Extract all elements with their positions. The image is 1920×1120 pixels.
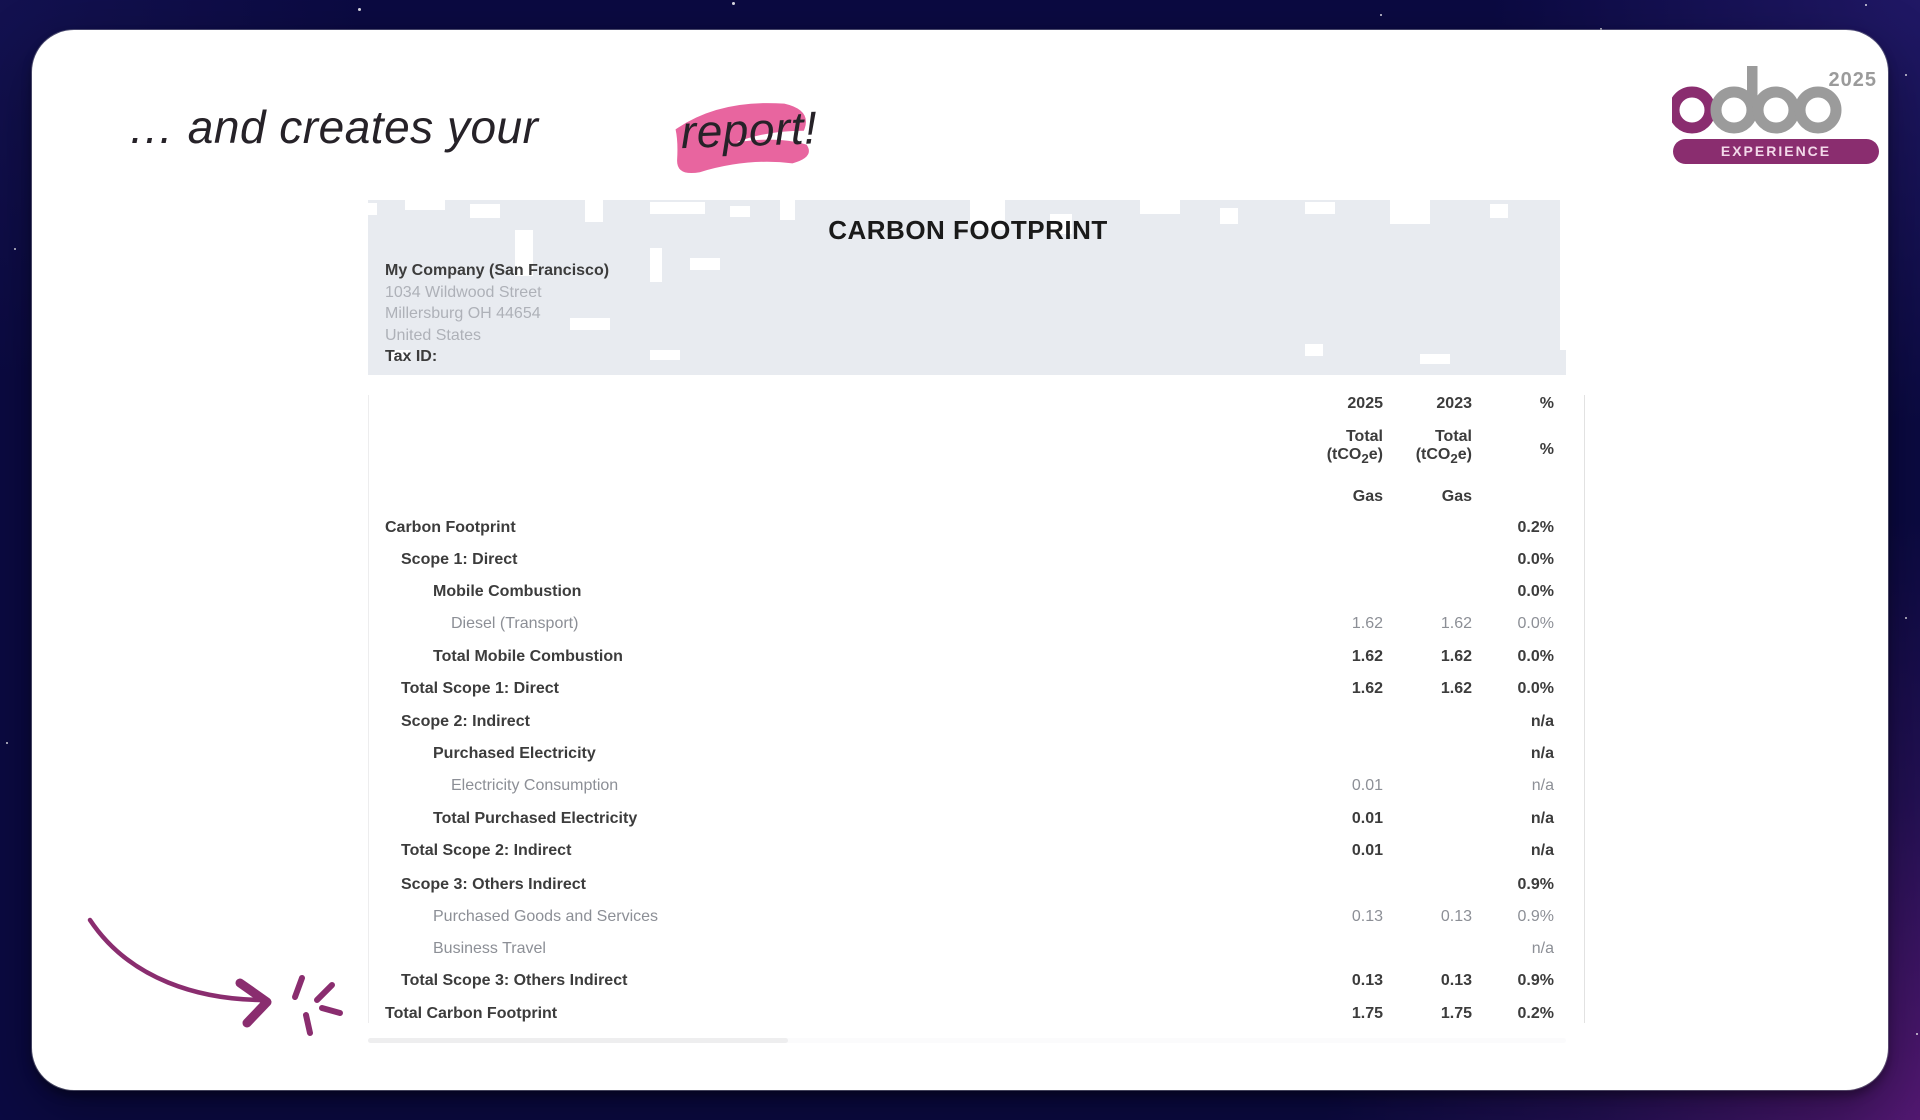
svg-text:EXPERIENCE: EXPERIENCE [1721,143,1831,159]
svg-text:2025: 2025 [1829,69,1878,91]
svg-text:report!: report! [680,101,818,158]
svg-text:… and creates your: … and creates your [128,101,540,153]
